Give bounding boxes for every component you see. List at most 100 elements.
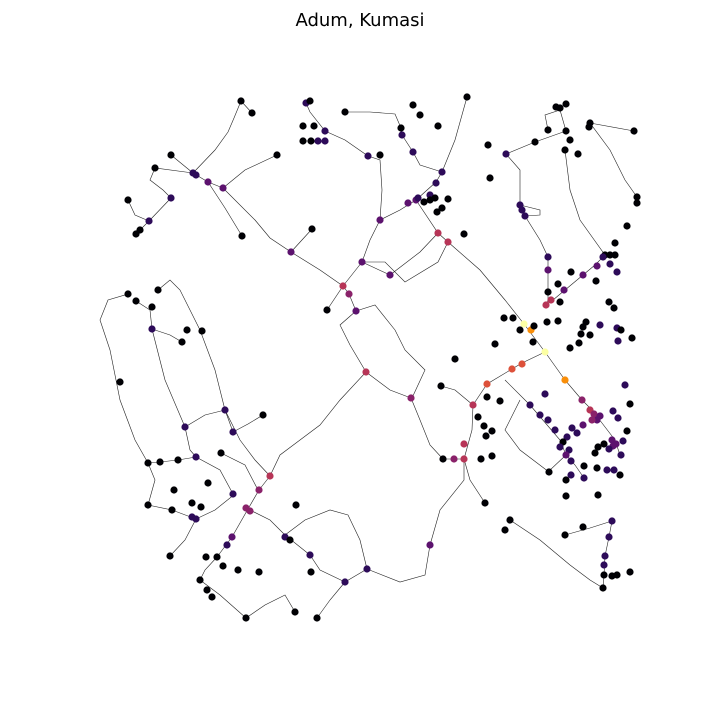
street-edges [99,96,638,619]
street-edge [169,518,197,557]
street-edge [447,241,525,325]
street-edge [509,519,604,589]
intersection-node [610,466,618,474]
intersection-node [614,337,622,345]
intersection-node [579,323,587,331]
intersection-node [409,101,417,109]
street-edge [245,594,296,619]
intersection-node [561,376,569,384]
intersection-node [562,476,570,484]
intersection-node [255,568,263,576]
intersection-node [203,586,211,594]
intersection-node [544,266,552,274]
street-edge [463,404,474,460]
intersection-node [229,490,237,498]
intersection-node [566,344,574,352]
intersection-node [174,456,182,464]
intersection-node [633,193,641,201]
intersection-node [509,314,517,322]
intersection-node [605,445,613,453]
intersection-node [178,338,186,346]
intersection-node [246,507,254,515]
intersection-node [202,553,210,561]
street-edge [440,385,474,406]
intersection-node [529,338,537,346]
street-edge [355,304,426,399]
intersection-node [460,455,468,463]
street-edge [504,379,567,456]
street-edge [564,379,593,411]
intersection-node [167,194,175,202]
intersection-node [547,296,555,304]
intersection-node [616,471,624,479]
intersection-node [358,258,366,266]
intersection-node [364,152,372,160]
intersection-node [551,426,559,434]
street-edge [472,383,488,406]
intersection-node [501,526,509,534]
intersection-node [170,486,178,494]
intersection-node [132,230,140,238]
street-edge [324,130,369,157]
intersection-node [451,355,459,363]
intersection-node [414,194,422,202]
intersection-node [567,268,575,276]
intersection-node [404,199,412,207]
intersection-node [398,131,406,139]
intersection-node [166,552,174,560]
street-edge [342,285,357,312]
intersection-node [593,464,601,472]
intersection-node [488,452,496,460]
street-edge [344,568,368,583]
street-edge [316,581,346,619]
intersection-node [484,141,492,149]
street-edge [247,508,286,536]
street-edge [429,459,465,546]
intersection-node [579,523,587,531]
intersection-node [198,327,206,335]
intersection-node [386,271,394,279]
intersection-node [463,93,471,101]
intersection-node [124,290,132,298]
intersection-node [562,127,570,135]
street-edge [589,122,635,132]
intersection-node [613,571,621,579]
intersection-node [596,412,604,420]
intersection-node [542,301,550,309]
street-edge [290,228,313,253]
intersection-node [590,410,598,418]
intersection-node [573,429,581,437]
intersection-node [633,199,641,207]
intersection-node [426,541,434,549]
intersection-node [287,248,295,256]
intersection-node [431,194,439,202]
intersection-node [306,97,314,105]
intersection-node [619,437,627,445]
intersection-node [531,138,539,146]
intersection-node [567,457,575,465]
street-edge [389,232,439,276]
intersection-node [145,217,153,225]
intersection-node [600,440,608,448]
intersection-node [242,614,250,622]
map-title: Adum, Kumasi [295,10,425,31]
intersection-node [345,290,353,298]
intersection-node [221,406,229,414]
intersection-node [223,541,231,549]
street-edge [361,219,381,263]
intersection-node [613,268,621,276]
intersection-node [566,136,574,144]
intersection-node [560,286,568,294]
intersection-node [314,137,322,145]
intersection-node [352,307,360,315]
intersection-node [621,381,629,389]
intersection-node [313,614,321,622]
intersection-node [623,427,631,435]
intersection-node [124,196,132,204]
street-edge [365,371,412,399]
intersection-node [376,151,384,159]
intersection-node [496,397,504,405]
street-edge [309,554,346,583]
intersection-node [183,326,191,334]
